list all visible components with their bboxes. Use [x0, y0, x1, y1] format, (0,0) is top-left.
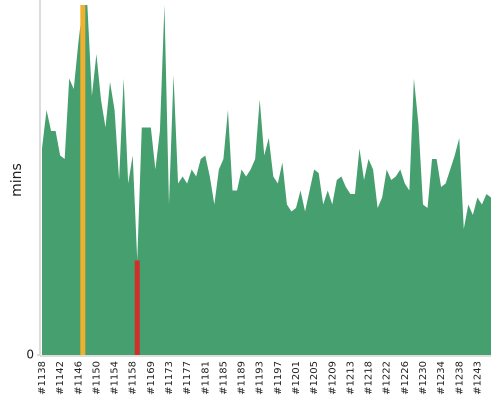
x-tick-label: #1154 — [110, 361, 121, 395]
x-tick-label: #1185 — [218, 361, 229, 395]
x-tick-label: #1218 — [364, 361, 375, 395]
x-tick-label: #1201 — [291, 361, 302, 395]
x-tick-label: #1222 — [382, 361, 393, 395]
x-tick-label: #1234 — [436, 361, 447, 395]
x-tick-label: #1142 — [55, 361, 66, 395]
x-tick-label: #1238 — [454, 361, 465, 395]
highlight-bar — [134, 260, 140, 355]
x-tick-label: #1205 — [309, 361, 320, 395]
x-tick-label: #1177 — [182, 361, 193, 395]
x-tick-label: #1138 — [37, 361, 48, 395]
y-tick-label: 0 — [26, 348, 34, 362]
x-tick-label: #1243 — [472, 361, 483, 395]
x-tick-label: #1213 — [345, 361, 356, 395]
x-tick-label: #1146 — [73, 361, 84, 395]
x-tick-label: #1173 — [164, 361, 175, 395]
x-tick-label: #1181 — [200, 361, 211, 395]
x-tick-label: #1230 — [418, 361, 429, 395]
x-tick-label: #1226 — [400, 361, 411, 395]
area — [42, 5, 491, 355]
highlight-bar — [80, 5, 86, 355]
x-tick-label: #1169 — [146, 361, 157, 395]
x-tick-label: #1158 — [128, 361, 139, 395]
y-axis-label: mins — [9, 163, 25, 197]
x-tick-label: #1197 — [273, 361, 284, 395]
x-tick-label: #1150 — [91, 361, 102, 395]
x-tick-label: #1193 — [255, 361, 266, 395]
x-tick-label: #1209 — [327, 361, 338, 395]
x-tick-label: #1189 — [237, 361, 248, 395]
